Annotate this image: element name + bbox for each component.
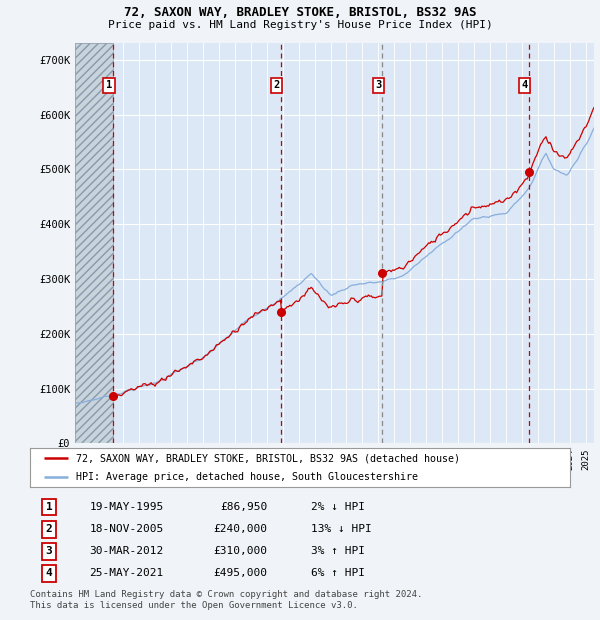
Text: 2% ↓ HPI: 2% ↓ HPI (311, 502, 365, 512)
Text: 13% ↓ HPI: 13% ↓ HPI (311, 524, 371, 534)
Text: £86,950: £86,950 (220, 502, 268, 512)
Text: £310,000: £310,000 (214, 546, 268, 556)
Text: 4: 4 (46, 569, 52, 578)
Text: 4: 4 (521, 81, 527, 91)
Text: 72, SAXON WAY, BRADLEY STOKE, BRISTOL, BS32 9AS (detached house): 72, SAXON WAY, BRADLEY STOKE, BRISTOL, B… (76, 453, 460, 463)
Bar (75, 43, 113, 443)
Text: 1: 1 (46, 502, 52, 512)
Text: £495,000: £495,000 (214, 569, 268, 578)
Text: 6% ↑ HPI: 6% ↑ HPI (311, 569, 365, 578)
Text: 3: 3 (46, 546, 52, 556)
Text: 25-MAY-2021: 25-MAY-2021 (89, 569, 164, 578)
Text: Contains HM Land Registry data © Crown copyright and database right 2024.
This d: Contains HM Land Registry data © Crown c… (30, 590, 422, 609)
Text: 72, SAXON WAY, BRADLEY STOKE, BRISTOL, BS32 9AS: 72, SAXON WAY, BRADLEY STOKE, BRISTOL, B… (124, 6, 476, 19)
Text: £240,000: £240,000 (214, 524, 268, 534)
Text: 2: 2 (274, 81, 280, 91)
Text: 18-NOV-2005: 18-NOV-2005 (89, 524, 164, 534)
Bar (75, 43, 113, 443)
Text: HPI: Average price, detached house, South Gloucestershire: HPI: Average price, detached house, Sout… (76, 472, 418, 482)
Text: Price paid vs. HM Land Registry's House Price Index (HPI): Price paid vs. HM Land Registry's House … (107, 20, 493, 30)
Text: 19-MAY-1995: 19-MAY-1995 (89, 502, 164, 512)
Text: 3: 3 (375, 81, 382, 91)
Text: 3% ↑ HPI: 3% ↑ HPI (311, 546, 365, 556)
Text: 1: 1 (106, 81, 112, 91)
Text: 2: 2 (46, 524, 52, 534)
Text: 30-MAR-2012: 30-MAR-2012 (89, 546, 164, 556)
